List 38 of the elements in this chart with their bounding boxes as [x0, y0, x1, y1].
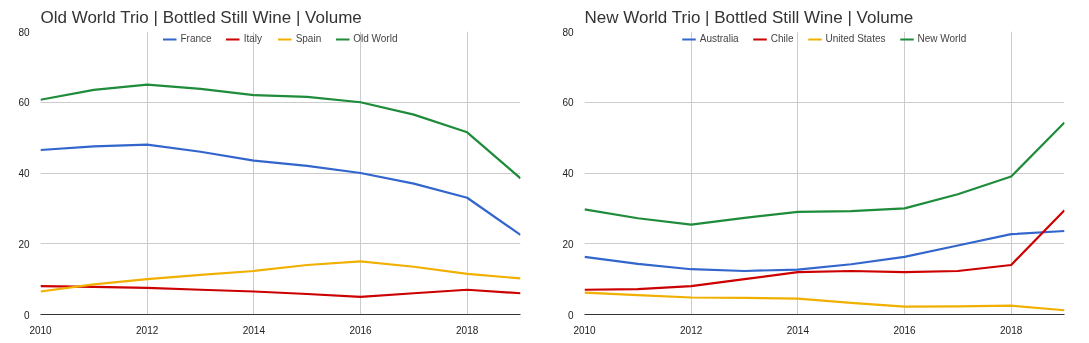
- line-series: [584, 229, 1065, 273]
- y-tick-label: 20: [18, 238, 30, 250]
- x-tick-label: 2014: [242, 324, 266, 336]
- line-series: [584, 209, 1065, 291]
- x-tick-label: 2012: [136, 324, 159, 336]
- y-tick-label: 60: [562, 97, 574, 109]
- x-tick-label: 2018: [456, 324, 479, 336]
- legend-label: United States: [825, 33, 886, 44]
- y-tick-label: 20: [562, 238, 574, 250]
- y-tick-label: 60: [18, 97, 30, 109]
- x-tick-label: 2014: [786, 324, 810, 336]
- chart-title: Old World Trio | Bottled Still Wine | Volume: [40, 7, 362, 27]
- x-tick-label: 2012: [680, 324, 703, 336]
- x-tick-label: 2010: [573, 324, 597, 336]
- y-tick-label: 0: [23, 309, 30, 321]
- y-tick-label: 80: [562, 26, 574, 38]
- legend-label: Chile: [770, 33, 794, 44]
- legend-label: Italy: [243, 33, 263, 44]
- legend-label: Australia: [699, 33, 739, 44]
- legend-label: Old World: [353, 33, 398, 44]
- line-series: [584, 291, 1065, 312]
- legend-label: France: [180, 33, 212, 44]
- line-series: [40, 143, 521, 237]
- x-tick-label: 2010: [29, 324, 53, 336]
- x-tick-label: 2016: [349, 324, 373, 336]
- line-series: [584, 121, 1065, 226]
- line-series: [40, 285, 521, 298]
- y-tick-label: 40: [18, 168, 30, 179]
- legend-label: New World: [917, 33, 967, 44]
- line-series: [40, 83, 521, 180]
- x-tick-label: 2018: [1000, 324, 1023, 336]
- x-tick-label: 2016: [893, 324, 917, 336]
- chart-title: New World Trio | Bottled Still Wine | Volume: [584, 7, 914, 27]
- legend-label: Spain: [295, 33, 322, 44]
- y-tick-label: 80: [18, 26, 30, 38]
- line-series: [40, 260, 521, 293]
- y-tick-label: 0: [567, 309, 574, 321]
- y-tick-label: 40: [562, 168, 574, 179]
